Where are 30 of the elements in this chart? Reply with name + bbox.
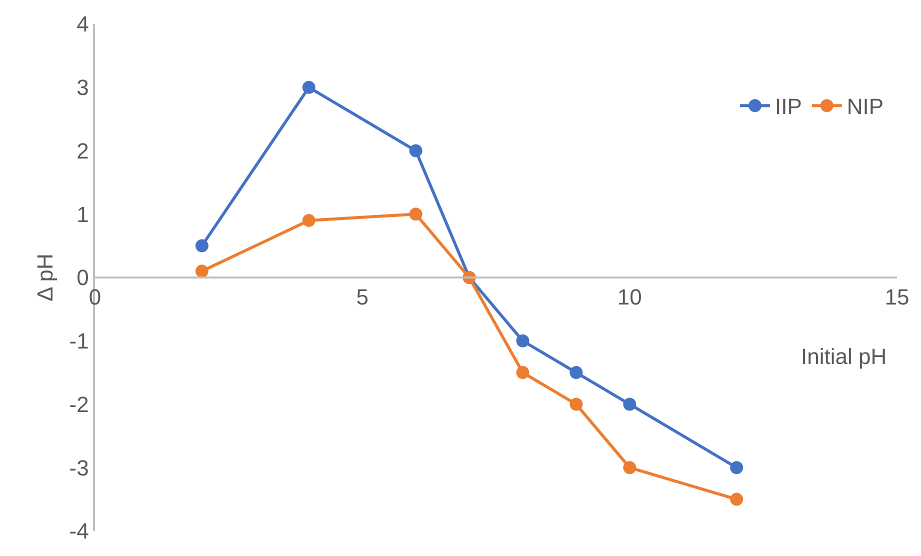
x-tick-label: 15	[884, 284, 910, 310]
y-tick-label: 0	[76, 265, 89, 290]
y-tick-label: -2	[69, 392, 89, 417]
point	[302, 80, 316, 94]
point	[623, 461, 636, 474]
y-tick-label: -3	[69, 455, 89, 480]
y-tick-label: -1	[69, 328, 89, 354]
legend-label: NIP	[846, 94, 884, 120]
y-axis-title: Δ pH	[32, 254, 58, 302]
y-tick-label: -4	[69, 518, 89, 544]
x-tick-label: 5	[356, 284, 368, 310]
x-tick-label: 10	[617, 284, 642, 310]
y-tick-label: 2	[76, 138, 89, 164]
point	[302, 214, 316, 227]
point	[623, 398, 636, 411]
x-axis-title: Initial pH	[801, 344, 887, 369]
point	[195, 239, 208, 252]
y-tick-label: 4	[76, 12, 89, 37]
point	[516, 366, 530, 380]
y-tick-label: 3	[76, 75, 89, 100]
point	[409, 208, 422, 221]
point	[730, 492, 744, 506]
y-tick-label: 1	[76, 202, 89, 227]
legend-label: IIP	[774, 94, 802, 120]
point	[195, 264, 208, 278]
point	[570, 366, 583, 380]
point	[409, 144, 422, 158]
point	[730, 461, 744, 474]
point	[516, 334, 530, 348]
point	[570, 398, 583, 411]
